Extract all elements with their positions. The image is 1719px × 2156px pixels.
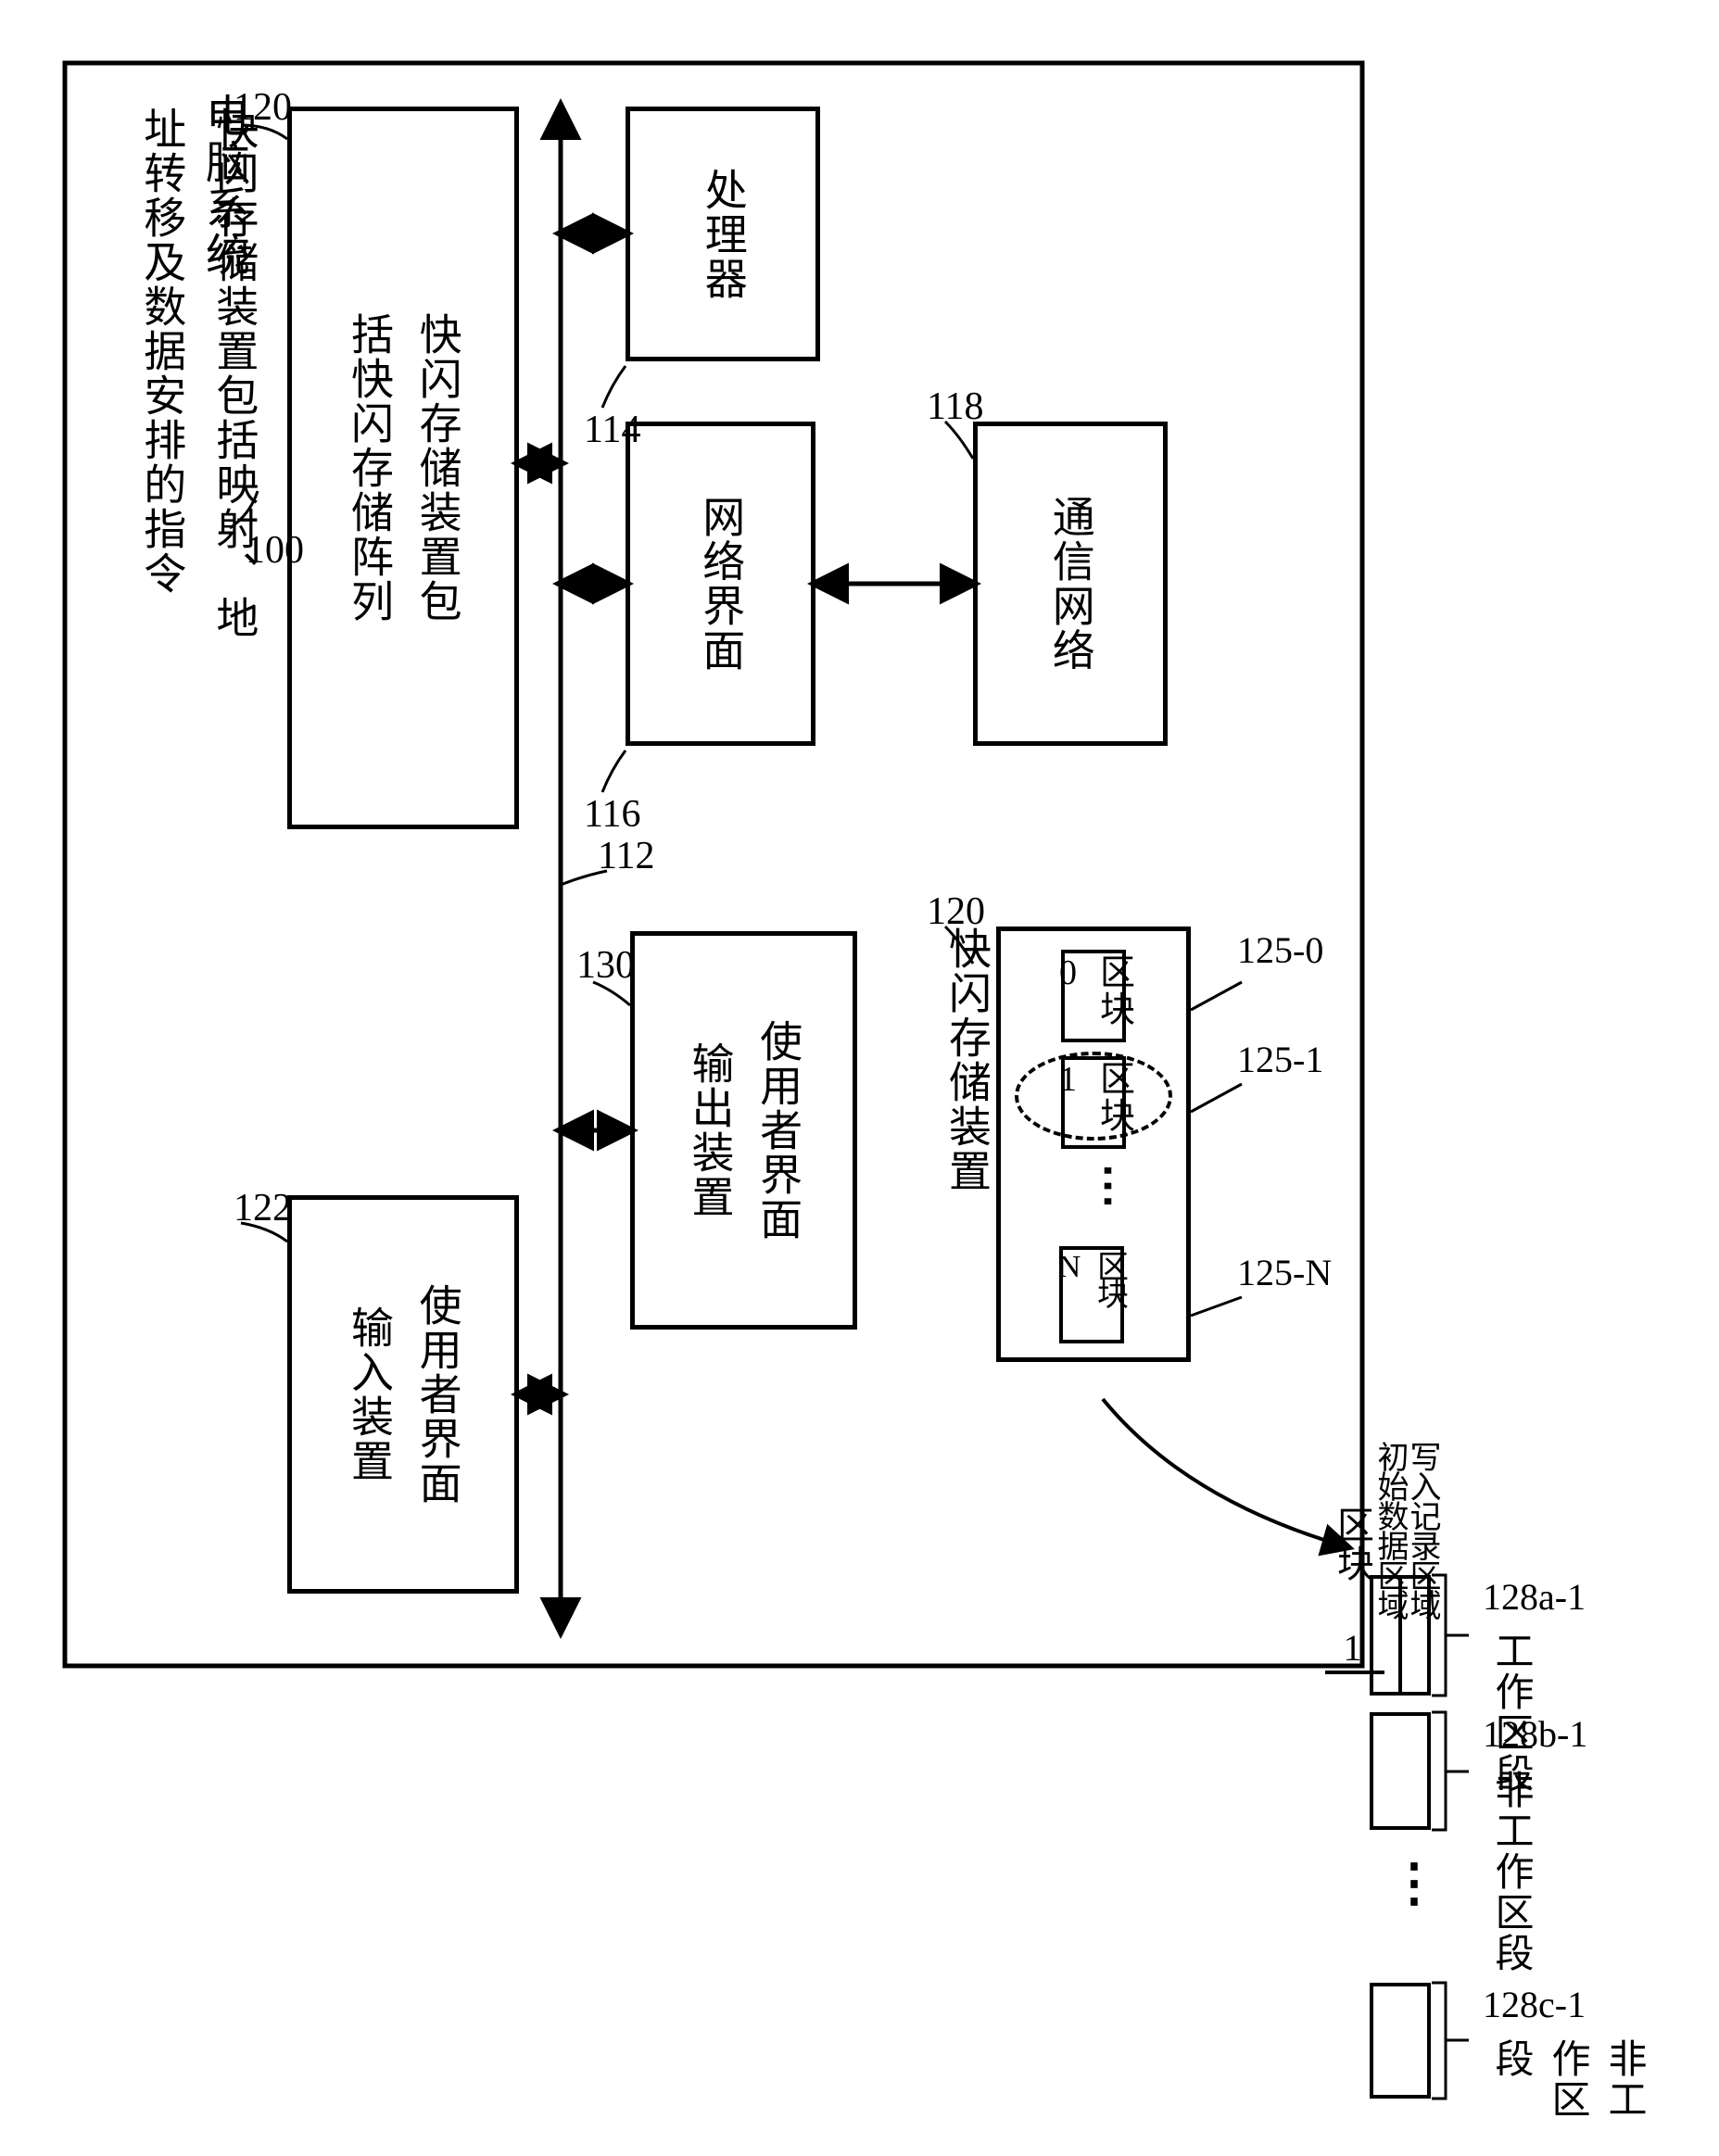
flash-line2: 括快闪存储阵列 (346, 312, 393, 624)
diagram-canvas: 电脑系统 100 快闪存储装置包 括快闪存储阵列 快闪存储装置包括映射、地 址转… (0, 0, 1719, 2156)
block0: 区块 0 (1061, 950, 1126, 1042)
ref-128b: 128b-1 (1483, 1712, 1587, 1756)
leader-125-1 (1191, 1084, 1242, 1112)
seg-128c (1370, 1983, 1431, 2099)
flash-storage-box: 快闪存储装置包 括快闪存储阵列 (287, 107, 519, 829)
ui-output-l2: 输出装置 (687, 1041, 734, 1219)
ui-output-box: 使用者界面 输出装置 (630, 931, 857, 1330)
ref-116: 116 (584, 792, 640, 837)
leader-114 (602, 366, 626, 408)
label-128b: 非工作区段 (1483, 1770, 1539, 1973)
ref-128a: 128a-1 (1483, 1575, 1586, 1619)
netif-text: 网络界面 (687, 495, 755, 673)
label-128c: 非工作区段 (1483, 2038, 1652, 2156)
ui-input-l1: 使用者界面 (414, 1283, 461, 1506)
leader-125-0 (1191, 982, 1242, 1010)
ref-122: 122 (234, 1186, 292, 1230)
flash-device-title: 快闪存储装置 (936, 927, 997, 1193)
flash-caption-l2: 址转移及数据安排的指令 (138, 107, 185, 596)
comm-network-box: 通信网络 (973, 422, 1168, 746)
ref-130: 130 (576, 943, 635, 988)
flash-caption: 快闪存储装置包括映射、地 址转移及数据安排的指令 (125, 107, 270, 640)
blockN-text: 区块 N (1052, 1250, 1132, 1340)
ui-input-l2: 输入装置 (346, 1305, 393, 1483)
seg-dots: ⋮ (1388, 1853, 1440, 1913)
flash-line1: 快闪存储装置包 (414, 312, 461, 624)
ref-128c: 128c-1 (1483, 1983, 1586, 2026)
ref-125-0: 125-0 (1237, 928, 1323, 972)
block0-text: 区块 0 (1048, 953, 1140, 1039)
ref-120-flash: 120 (234, 85, 292, 130)
ref-120-dev: 120 (927, 889, 985, 934)
arrow-block1-detail (1103, 1399, 1348, 1547)
bracket-128c (1432, 1983, 1469, 2099)
ref-112: 112 (598, 834, 654, 878)
leader-116 (602, 750, 626, 792)
ref-125-1: 125-1 (1237, 1038, 1323, 1081)
ui-output-l1: 使用者界面 (754, 1019, 802, 1242)
flash-caption-l1: 快闪存储装置包括映射、地 (210, 107, 258, 640)
commnet-text: 通信网络 (1036, 495, 1105, 673)
block1-highlight-2 (1015, 1052, 1172, 1141)
ref-125-n: 125-N (1237, 1251, 1332, 1294)
processor-text: 处理器 (689, 168, 757, 301)
ref-118: 118 (927, 385, 983, 429)
ui-input-box: 使用者界面 输入装置 (287, 1195, 519, 1594)
writelog-label: 写入记录区域 (1399, 1441, 1445, 1619)
block-dots: ⋯ (1082, 1163, 1136, 1209)
leader-125-n (1191, 1297, 1242, 1316)
blockN: 区块 N (1059, 1246, 1124, 1343)
seg-128b (1370, 1712, 1431, 1830)
processor-box: 处理器 (626, 107, 820, 361)
bracket-128b (1432, 1712, 1469, 1830)
network-if-box: 网络界面 (626, 422, 815, 746)
